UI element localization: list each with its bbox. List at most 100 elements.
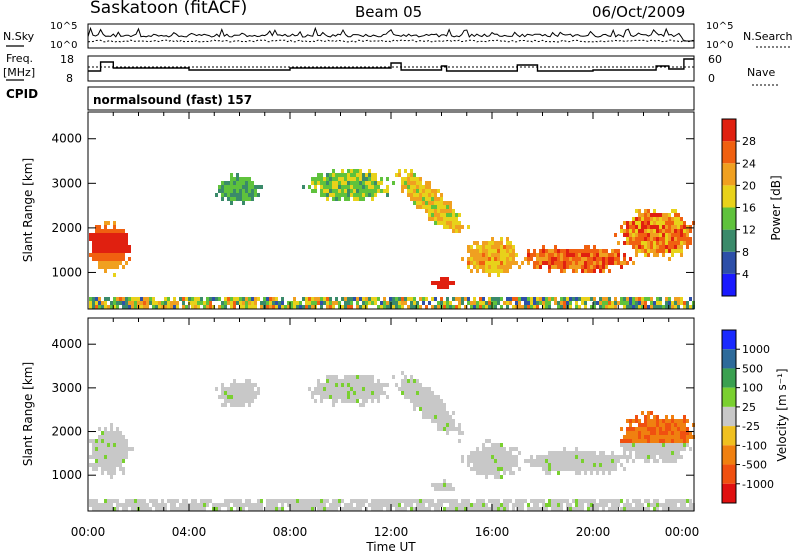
power-cell xyxy=(125,245,128,249)
power-cell xyxy=(581,253,584,257)
power-cell xyxy=(449,305,452,309)
power-ylabel: Slant Range [km] xyxy=(21,158,35,262)
velocity-cell xyxy=(425,415,428,419)
power-cell xyxy=(296,301,299,305)
velocity-cell xyxy=(332,503,335,507)
velocity-cell xyxy=(614,459,617,463)
velocity-cell xyxy=(101,435,104,439)
velocity-cell xyxy=(578,467,581,471)
power-cell xyxy=(677,213,680,217)
velocity-cell xyxy=(398,507,401,511)
velocity-cell xyxy=(158,503,161,507)
velocity-cell xyxy=(458,431,461,435)
velocity-cell xyxy=(383,503,386,507)
velocity-cell xyxy=(179,503,182,507)
power-cell xyxy=(476,241,479,245)
power-cell xyxy=(449,281,452,285)
power-cell xyxy=(338,301,341,305)
power-cell xyxy=(428,193,431,197)
power-cell xyxy=(416,189,419,193)
power-cell xyxy=(98,233,101,237)
power-cell xyxy=(365,301,368,305)
velocity-cell xyxy=(608,507,611,511)
power-cell xyxy=(674,245,677,249)
power-cell xyxy=(569,257,572,261)
velocity-cell xyxy=(332,499,335,503)
power-cell xyxy=(347,193,350,197)
colorbar-block xyxy=(722,464,736,484)
velocity-cell xyxy=(572,499,575,503)
power-cell xyxy=(479,253,482,257)
power-cell xyxy=(320,297,323,301)
power-cell xyxy=(446,297,449,301)
power-cell xyxy=(464,297,467,301)
power-cell xyxy=(89,237,92,241)
velocity-cell xyxy=(686,439,689,443)
velocity-cell xyxy=(359,391,362,395)
velocity-cell xyxy=(377,391,380,395)
power-cell xyxy=(254,301,257,305)
velocity-cell xyxy=(374,499,377,503)
power-cell xyxy=(485,301,488,305)
velocity-cell xyxy=(503,455,506,459)
velocity-cell xyxy=(374,395,377,399)
velocity-cell xyxy=(365,375,368,379)
velocity-cell xyxy=(92,439,95,443)
velocity-cell xyxy=(206,499,209,503)
velocity-cell xyxy=(98,427,101,431)
velocity-cell xyxy=(104,499,107,503)
power-cell xyxy=(245,181,248,185)
power-cell xyxy=(674,209,677,213)
velocity-cell xyxy=(110,507,113,511)
velocity-cell xyxy=(665,431,668,435)
colorbar-tick-label: -25 xyxy=(742,420,760,433)
velocity-cell xyxy=(635,451,638,455)
power-cell xyxy=(428,217,431,221)
power-cell xyxy=(380,305,383,309)
power-cell xyxy=(437,217,440,221)
power-cell xyxy=(437,209,440,213)
power-cell xyxy=(98,253,101,257)
power-cell xyxy=(428,181,431,185)
velocity-cell xyxy=(545,463,548,467)
power-cell xyxy=(110,229,113,233)
velocity-cell xyxy=(242,403,245,407)
power-cell xyxy=(107,257,110,261)
power-cell xyxy=(623,221,626,225)
power-cell xyxy=(365,189,368,193)
power-cell xyxy=(641,217,644,221)
power-cell xyxy=(308,305,311,309)
velocity-cell xyxy=(470,467,473,471)
power-cell xyxy=(470,269,473,273)
power-cell xyxy=(269,297,272,301)
power-cell xyxy=(662,229,665,233)
power-cell xyxy=(557,249,560,253)
power-cell xyxy=(503,253,506,257)
velocity-cell xyxy=(560,503,563,507)
power-cell xyxy=(512,257,515,261)
velocity-cell xyxy=(230,399,233,403)
power-cell xyxy=(260,185,263,189)
velocity-cell xyxy=(428,411,431,415)
velocity-cell xyxy=(203,499,206,503)
power-cell xyxy=(281,297,284,301)
velocity-cell xyxy=(116,431,119,435)
power-cell xyxy=(488,273,491,277)
velocity-cell xyxy=(683,423,686,427)
velocity-cell xyxy=(104,435,107,439)
velocity-cell xyxy=(149,499,152,503)
velocity-cell xyxy=(647,411,650,415)
power-cell xyxy=(320,193,323,197)
velocity-cell xyxy=(98,447,101,451)
power-cell xyxy=(200,301,203,305)
power-cell xyxy=(668,229,671,233)
velocity-cell xyxy=(332,383,335,387)
power-cell xyxy=(242,297,245,301)
cpid-frame xyxy=(87,86,695,111)
velocity-cell xyxy=(578,503,581,507)
power-cell xyxy=(440,197,443,201)
power-cell xyxy=(374,181,377,185)
power-cell xyxy=(440,217,443,221)
power-cell xyxy=(395,297,398,301)
power-cell xyxy=(110,301,113,305)
